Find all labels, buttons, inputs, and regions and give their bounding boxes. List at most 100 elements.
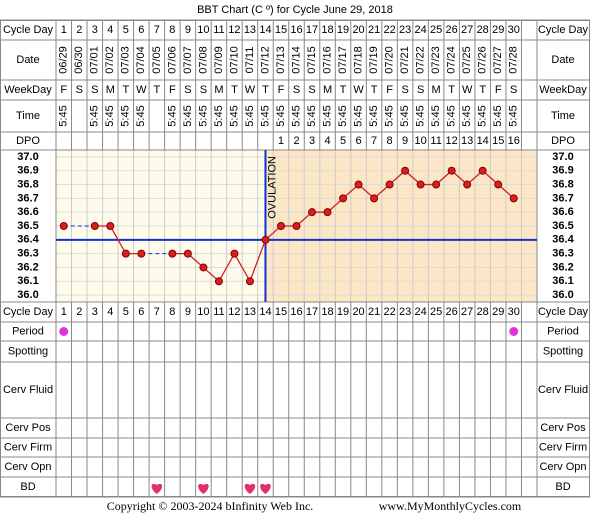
temp-point	[354, 180, 363, 189]
cycle-day: 27	[461, 24, 473, 36]
date: 07/07	[182, 46, 194, 74]
date: 07/09	[213, 46, 225, 74]
cycle-day: 4	[107, 24, 113, 36]
weekday: S	[91, 84, 98, 96]
cycle-day: 18	[321, 24, 333, 36]
row-label: Cerv Fluid	[3, 384, 53, 396]
cycle-day: 21	[368, 306, 380, 318]
time: 5:45	[166, 105, 178, 126]
cycle-day: 22	[383, 24, 395, 36]
time: 5:45	[337, 105, 349, 126]
row-label: Period	[12, 325, 44, 337]
period-dot	[509, 327, 519, 336]
weekday: M	[106, 84, 115, 96]
row-label: Cycle Day	[538, 306, 589, 318]
temp-point	[308, 208, 317, 217]
ovulation-label: OVULATION	[266, 156, 278, 219]
date: 06/30	[73, 46, 85, 74]
weekday: S	[510, 84, 517, 96]
y-tick-label: 36.6	[17, 206, 38, 218]
weekday: S	[76, 84, 83, 96]
cycle-day: 27	[461, 306, 473, 318]
dpo: 4	[324, 135, 330, 147]
cycle-day: 13	[244, 24, 256, 36]
cycle-day: 22	[383, 306, 395, 318]
time: 5:45	[352, 105, 364, 126]
weekday: T	[122, 84, 129, 96]
weekday: F	[278, 84, 285, 96]
weekday: W	[462, 84, 473, 96]
cycle-day: 28	[477, 306, 489, 318]
y-tick-label: 36.5	[552, 220, 573, 232]
weekday: S	[308, 84, 315, 96]
temp-point	[59, 222, 68, 230]
row-label: Cycle Day	[538, 24, 589, 36]
date: 07/21	[399, 46, 411, 74]
cycle-day: 7	[154, 24, 160, 36]
cycle-day: 11	[213, 24, 224, 36]
cycle-day: 20	[352, 306, 364, 318]
date: 07/26	[477, 46, 489, 74]
time: 5:45	[259, 105, 271, 126]
dpo: 15	[492, 135, 504, 147]
period-dot	[59, 327, 69, 336]
y-tick-label: 36.0	[552, 289, 573, 301]
weekday: W	[245, 84, 256, 96]
weekday: T	[448, 84, 455, 96]
dpo: 11	[430, 135, 441, 147]
row-label: Cerv Pos	[5, 422, 51, 434]
cycle-day: 29	[492, 306, 504, 318]
temp-point	[245, 277, 254, 286]
date: 07/10	[228, 46, 240, 74]
date: 07/02	[104, 46, 116, 74]
date: 06/29	[58, 46, 70, 74]
cycle-day: 12	[228, 24, 240, 36]
weekday: T	[479, 84, 486, 96]
temp-point	[385, 180, 394, 189]
date: 07/03	[120, 46, 132, 74]
y-tick-label: 36.2	[17, 261, 38, 273]
cycle-day: 28	[477, 24, 489, 36]
row-label: BD	[20, 481, 35, 493]
row-label: Cerv Pos	[540, 422, 586, 434]
row-label: Cerv Fluid	[538, 384, 588, 396]
cycle-day: 5	[123, 306, 129, 318]
y-tick-label: 37.0	[17, 151, 38, 163]
weekday: F	[495, 84, 502, 96]
weekday: S	[293, 84, 300, 96]
cycle-day: 19	[337, 306, 349, 318]
time: 5:45	[120, 105, 132, 126]
time: 5:45	[384, 105, 396, 126]
date: 07/17	[337, 46, 349, 74]
row-label: Date	[16, 54, 39, 66]
time: 5:45	[321, 105, 333, 126]
weekday: F	[386, 84, 393, 96]
date: 07/11	[244, 47, 256, 74]
cycle-day: 30	[508, 306, 520, 318]
time: 5:45	[368, 105, 380, 126]
weekday: M	[432, 84, 441, 96]
y-tick-label: 36.8	[552, 178, 573, 190]
cycle-day: 4	[107, 306, 113, 318]
site-url: www.MyMonthlyCycles.com	[379, 499, 522, 513]
bd-heart	[260, 483, 271, 494]
temp-point	[214, 277, 223, 286]
row-label: Cycle Day	[3, 24, 54, 36]
date: 07/14	[290, 46, 302, 74]
time: 5:45	[58, 105, 70, 126]
cycle-day: 7	[154, 306, 160, 318]
temp-point	[447, 166, 456, 175]
cycle-day: 26	[446, 306, 458, 318]
row-label: BD	[555, 481, 570, 493]
dpo: 2	[293, 135, 299, 147]
date: 07/24	[446, 46, 458, 74]
dpo: 6	[356, 135, 362, 147]
date: 07/20	[384, 46, 396, 74]
row-label: Cycle Day	[3, 306, 54, 318]
y-tick-label: 36.3	[552, 248, 573, 260]
temp-point	[137, 249, 146, 258]
row-label: Spotting	[543, 345, 583, 357]
dpo: 5	[340, 135, 346, 147]
temp-point	[168, 249, 177, 258]
